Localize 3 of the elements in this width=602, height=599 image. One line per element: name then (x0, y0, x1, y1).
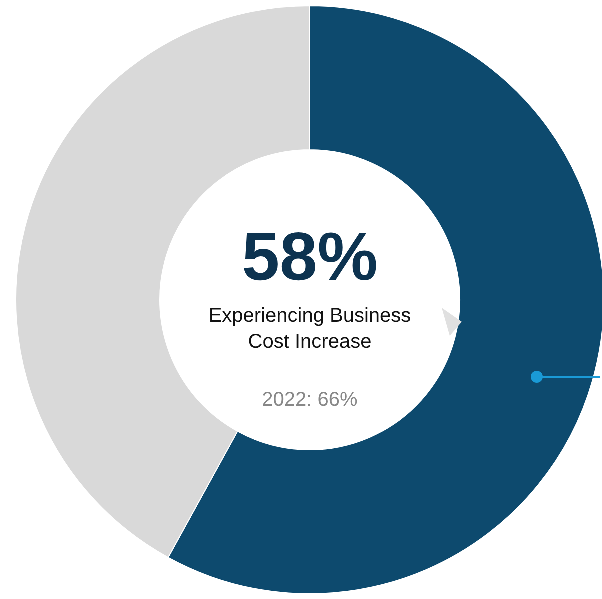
text: Experiencing Business Cost Increase (208, 305, 412, 353)
text: 2022: 66% (262, 389, 358, 411)
data-label: 58% (242, 219, 378, 295)
